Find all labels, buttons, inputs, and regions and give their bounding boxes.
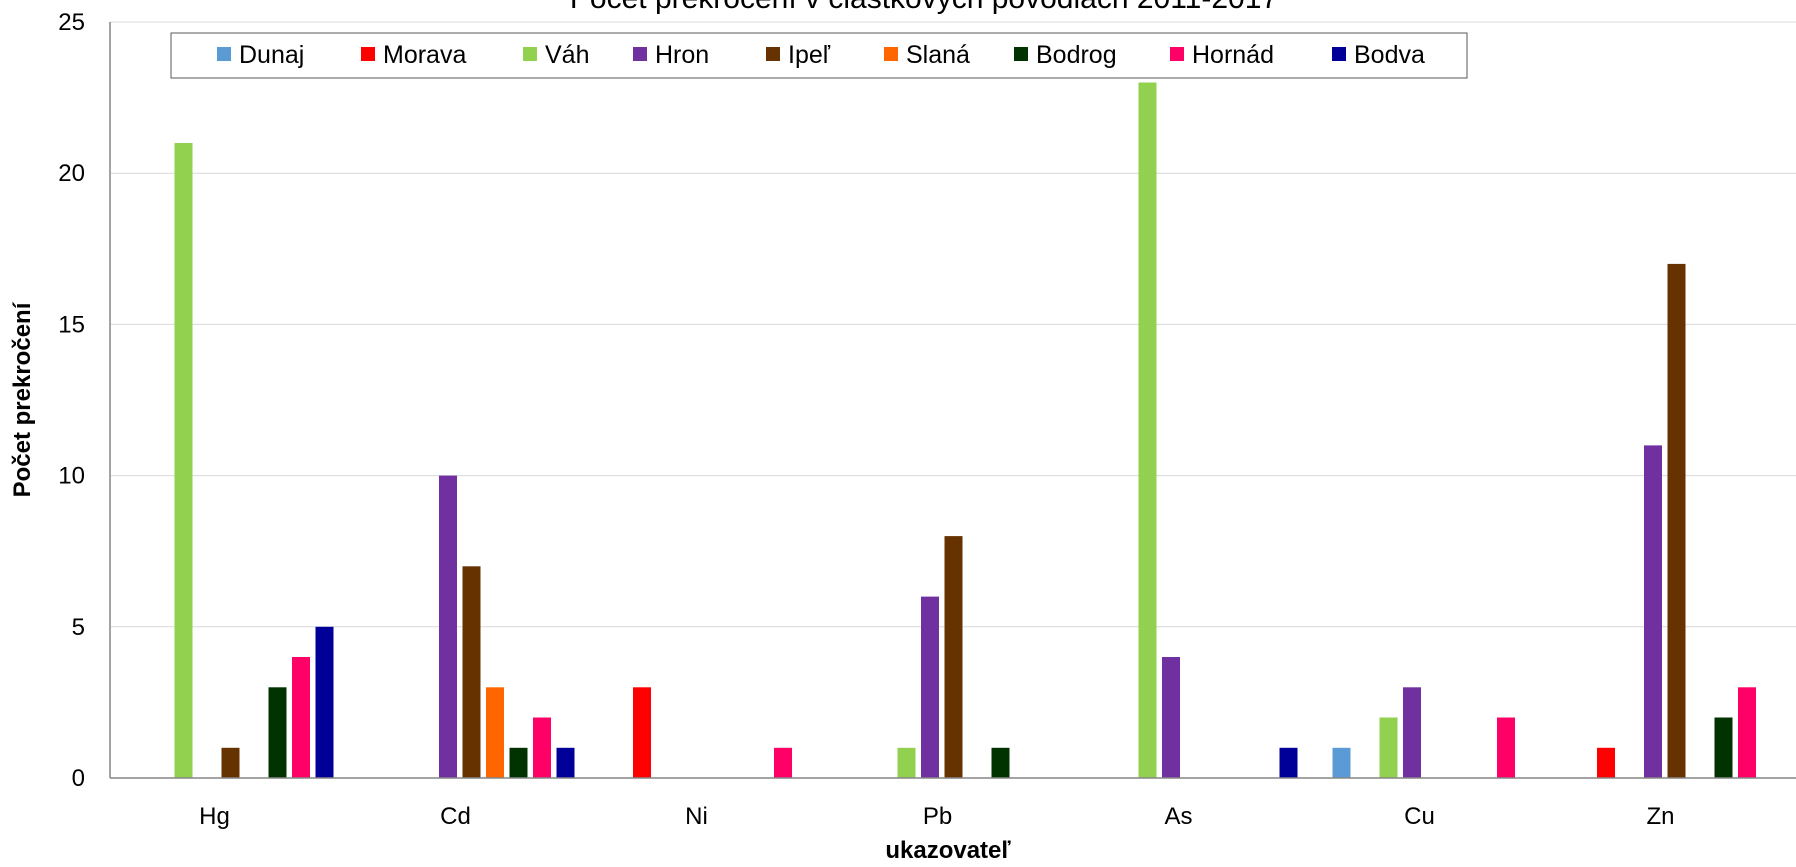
legend: Dunaj Morava Váh Hron Ipeľ Slaná Bodrog Hornád B…: [170, 32, 1468, 79]
bar-zn-1: [1597, 747, 1615, 778]
x-tick-label: Zn: [1646, 803, 1674, 830]
bar-as-8: [1279, 747, 1298, 778]
legend-swatch: [361, 47, 375, 61]
bar-cu-7: [1497, 717, 1515, 778]
legend-swatch: [884, 47, 898, 61]
legend-label: Váh: [545, 41, 589, 69]
bar-ni-1: [633, 687, 651, 778]
bar-hg-7: [292, 657, 310, 778]
x-tick-label: Cd: [440, 803, 471, 830]
bar-cd-6: [509, 747, 528, 778]
legend-label: Morava: [383, 41, 466, 69]
legend-frame: [170, 32, 1468, 79]
bar-zn-7: [1738, 687, 1756, 778]
legend-swatch: [1170, 47, 1184, 61]
bar-pb-3: [921, 596, 939, 778]
legend-label: Hron: [655, 41, 709, 69]
bar-pb-2: [897, 747, 916, 778]
x-tick-label: Pb: [923, 803, 952, 830]
x-tick-label: Cu: [1404, 803, 1435, 830]
legend-label: Dunaj: [239, 41, 304, 69]
bar-zn-3: [1644, 445, 1662, 778]
bar-cd-3: [439, 475, 457, 778]
legend-swatch: [217, 47, 231, 61]
bar-as-2: [1138, 82, 1157, 778]
axes: [109, 22, 1796, 779]
bar-pb-6: [991, 747, 1010, 778]
y-tick-label: 5: [72, 614, 85, 641]
x-tick-labels: Hg Cd Ni Pb As Cu Zn: [199, 803, 1674, 830]
bar-cu-2: [1379, 717, 1398, 778]
legend-label: Bodrog: [1036, 41, 1117, 69]
bar-zn-6: [1714, 717, 1733, 778]
x-tick-label: As: [1164, 803, 1192, 830]
bar-pb-4: [944, 536, 963, 778]
x-tick-label: Ni: [685, 803, 708, 830]
bar-ni-7: [774, 747, 792, 778]
bar-zn-4: [1667, 263, 1686, 778]
bar-hg-2: [174, 143, 193, 778]
y-tick-label: 0: [72, 765, 85, 792]
legend-items: Dunaj Morava Váh Hron Ipeľ Slaná Bodrog Hornád B…: [217, 41, 1425, 69]
bar-hg-8: [315, 626, 334, 778]
bars: [174, 82, 1756, 778]
bar-cd-7: [533, 717, 551, 778]
bar-cd-4: [462, 566, 481, 778]
legend-label: Slaná: [906, 41, 970, 69]
bar-hg-6: [268, 687, 287, 778]
gridlines: [110, 21, 1796, 628]
y-tick-label: 15: [58, 311, 85, 338]
chart-title: Počet prekročení v čiastkových povodiach…: [570, 0, 1278, 15]
x-tick-label: Hg: [199, 803, 230, 830]
legend-swatch: [633, 47, 647, 61]
bar-cd-8: [556, 747, 575, 778]
legend-swatch: [766, 47, 780, 61]
y-tick-labels: 0 5 10 15 20 25: [58, 9, 85, 792]
legend-swatch: [1014, 47, 1028, 61]
legend-swatch: [523, 47, 537, 61]
bar-as-3: [1162, 657, 1180, 778]
bar-cu-0: [1332, 747, 1351, 778]
bar-hg-4: [221, 747, 240, 778]
y-axis-title: Počet prekročení: [9, 301, 36, 497]
y-tick-label: 25: [58, 9, 85, 36]
legend-label: Bodva: [1354, 41, 1425, 69]
bar-cd-5: [486, 687, 504, 778]
bar-cu-3: [1403, 687, 1421, 778]
y-tick-label: 10: [58, 463, 85, 490]
y-tick-label: 20: [58, 160, 85, 187]
x-axis-title: ukazovateľ: [885, 837, 1011, 862]
legend-label: Hornád: [1192, 41, 1274, 69]
legend-label: Ipeľ: [788, 41, 831, 69]
legend-swatch: [1332, 47, 1346, 61]
